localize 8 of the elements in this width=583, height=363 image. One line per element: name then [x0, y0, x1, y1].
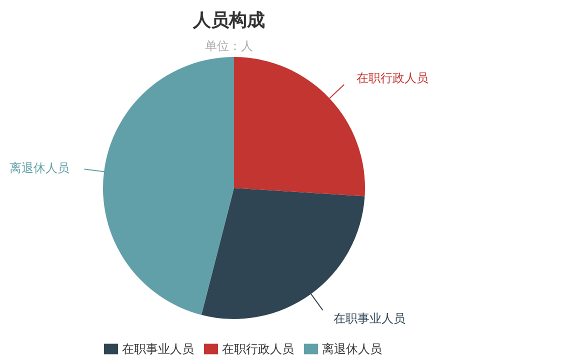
legend-label: 离退休人员 — [322, 342, 382, 356]
slice-label: 在职行政人员 — [356, 70, 428, 85]
chart-title: 人员构成 — [192, 10, 265, 31]
slice-label: 在职事业人员 — [334, 311, 406, 326]
legend-label: 在职事业人员 — [122, 342, 194, 356]
legend-label: 在职行政人员 — [222, 342, 294, 356]
chart-subtitle: 单位：人 — [205, 39, 253, 53]
slice-label: 离退休人员 — [9, 160, 70, 175]
